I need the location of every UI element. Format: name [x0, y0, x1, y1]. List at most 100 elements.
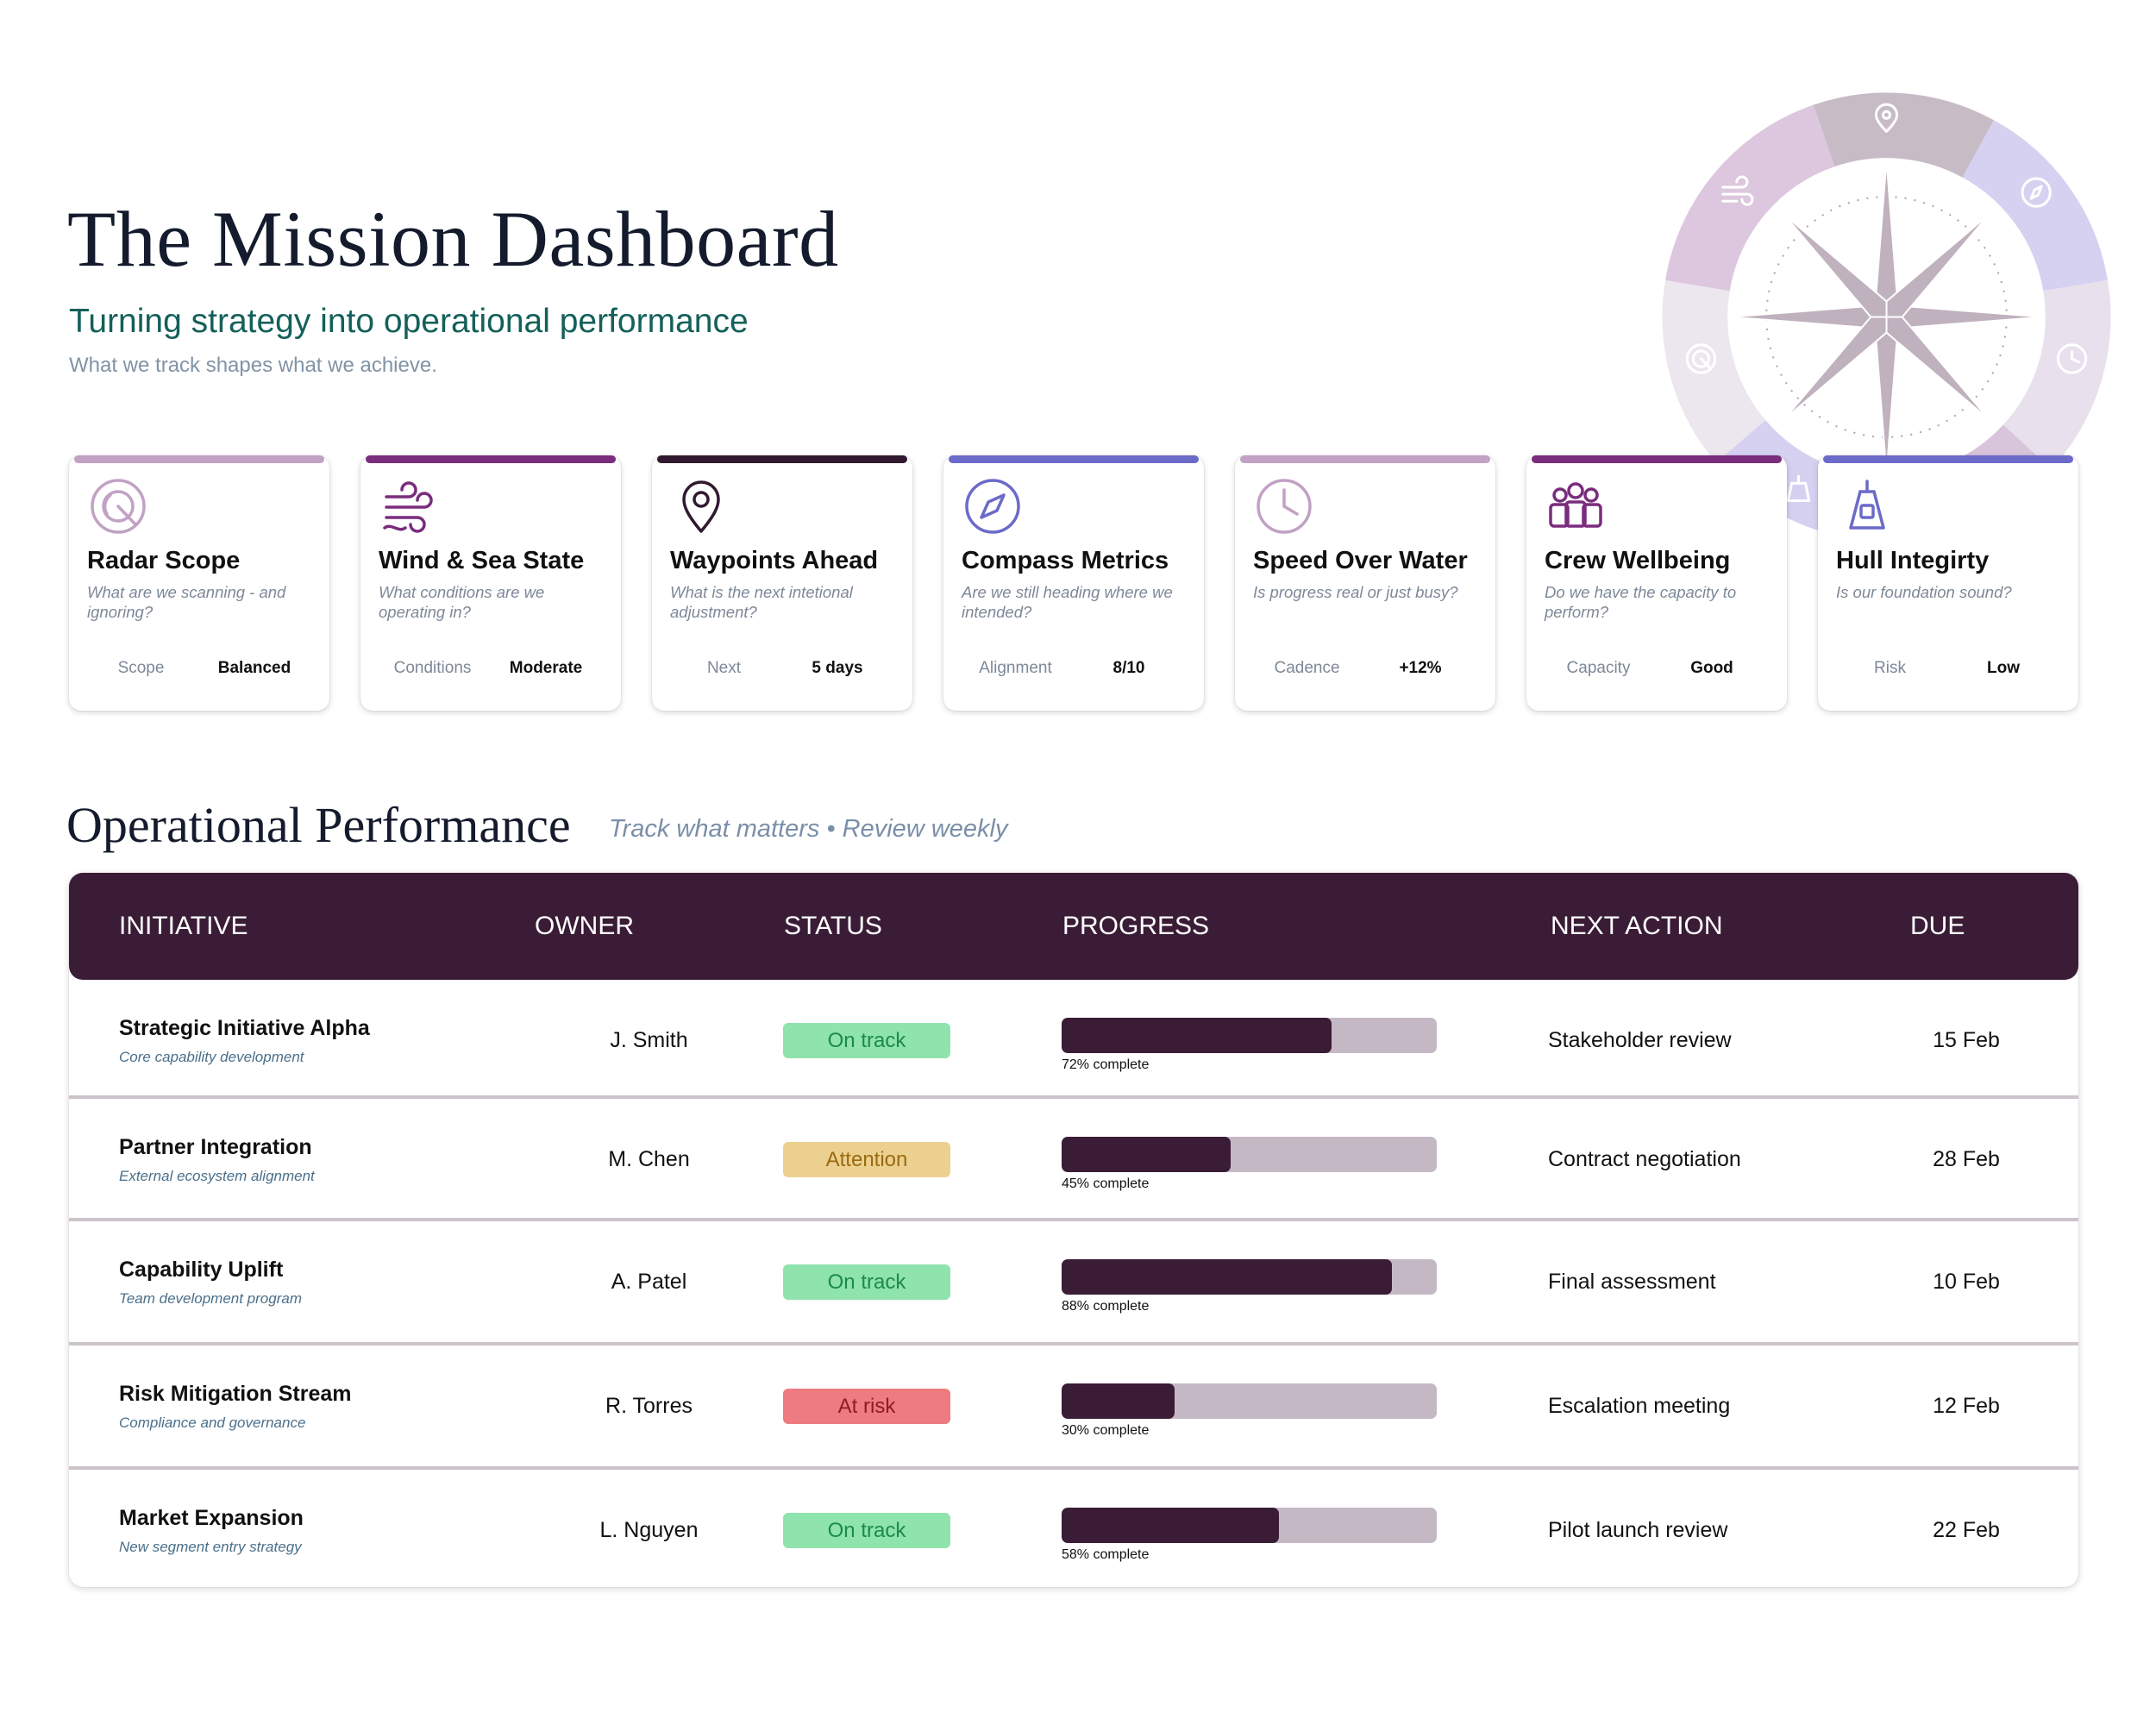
page-subtitle: Turning strategy into operational perfor… [69, 303, 749, 340]
card-wind-sea-state[interactable]: Wind & Sea State What conditions are we … [360, 455, 621, 711]
due-date: 28 Feb [1933, 1147, 2000, 1171]
row-divider [69, 1095, 2078, 1099]
next-action: Final assessment [1548, 1270, 1716, 1294]
next-action: Escalation meeting [1548, 1394, 1731, 1418]
progress-bar [1062, 1137, 1437, 1172]
progress-label: 88% complete [1062, 1299, 1150, 1314]
card-metric-value: Moderate [509, 659, 583, 677]
card-accent-bar [949, 455, 1199, 463]
crew-icon [1545, 476, 1606, 536]
card-metric-label: Conditions [393, 659, 472, 677]
card-metric-value: 8/10 [1112, 659, 1145, 677]
compass-star [1729, 160, 2044, 474]
clock-icon [2056, 343, 2088, 374]
card-question: Do we have the capacity to perform? [1545, 583, 1737, 621]
initiative-name: Strategic Initiative Alpha [119, 1016, 370, 1040]
row-divider [69, 1218, 2078, 1221]
card-title: Crew Wellbeing [1545, 547, 1731, 574]
card-metric-label: Next [706, 659, 742, 677]
card-crew-wellbeing[interactable]: Crew Wellbeing Do we have the capacity t… [1526, 455, 1787, 711]
card-question: Are we still heading where we intended? [962, 583, 1173, 621]
page-tagline: What we track shapes what we achieve. [69, 354, 437, 377]
card-hull-integrity[interactable]: Hull Integirty Is our foundation sound? … [1818, 455, 2078, 711]
card-title: Hull Integirty [1836, 547, 1990, 574]
column-header-due[interactable]: DUE [1910, 912, 1965, 940]
performance-table: INITIATIVE OWNER STATUS PROGRESS NEXT AC… [69, 873, 2078, 1587]
progress-bar [1062, 1018, 1437, 1053]
map-pin-icon [671, 476, 731, 536]
next-action: Stakeholder review [1548, 1028, 1732, 1052]
progress-label: 45% complete [1062, 1176, 1150, 1191]
column-header-progress[interactable]: PROGRESS [1062, 912, 1210, 940]
due-date: 12 Feb [1933, 1394, 2000, 1418]
owner-name: J. Smith [610, 1028, 688, 1052]
card-metric-value: Balanced [217, 659, 291, 677]
status-badge: Attention [783, 1142, 950, 1177]
card-title: Wind & Sea State [379, 547, 585, 574]
section-title: Operational Performance [66, 797, 571, 853]
ballast-icon [1786, 474, 1811, 503]
table-row[interactable]: Market Expansion New segment entry strat… [69, 1470, 2078, 1587]
card-radar-scope[interactable]: Radar Scope What are we scanning - and i… [69, 455, 329, 711]
table-row[interactable]: Partner Integration External ecosystem a… [69, 1099, 2078, 1221]
column-header-owner[interactable]: OWNER [535, 912, 634, 940]
row-divider [69, 1342, 2078, 1346]
card-metric-value: Low [1987, 659, 2020, 677]
progress-bar [1062, 1383, 1437, 1419]
progress-bar [1062, 1508, 1437, 1543]
progress-bar-fill [1062, 1508, 1280, 1543]
initiative-description: New segment entry strategy [119, 1539, 302, 1555]
card-speed-over-water[interactable]: Speed Over Water Is progress real or jus… [1235, 455, 1495, 711]
page-title: The Mission Dashboard [67, 195, 839, 283]
next-action: Pilot launch review [1548, 1518, 1728, 1542]
card-accent-bar [74, 455, 324, 463]
initiative-description: Team development program [119, 1290, 302, 1307]
progress-bar-fill [1062, 1259, 1392, 1295]
due-date: 15 Feb [1933, 1028, 2000, 1052]
card-question: What is the next intetional adjustment? [670, 583, 853, 621]
initiative-name: Market Expansion [119, 1506, 304, 1530]
card-accent-bar [1532, 455, 1782, 463]
status-badge: On track [783, 1023, 950, 1058]
card-title: Compass Metrics [962, 547, 1169, 574]
owner-name: L. Nguyen [599, 1518, 699, 1542]
row-divider [69, 1466, 2078, 1470]
column-header-next-action[interactable]: NEXT ACTION [1551, 912, 1723, 940]
initiative-name: Risk Mitigation Stream [119, 1382, 352, 1406]
initiative-description: External ecosystem alignment [119, 1168, 315, 1184]
progress-bar [1062, 1259, 1437, 1295]
metric-cards: Radar Scope What are we scanning - and i… [69, 455, 2078, 712]
card-metric-label: Risk [1874, 659, 1906, 677]
initiative-name: Partner Integration [119, 1135, 312, 1159]
status-badge: On track [783, 1264, 950, 1300]
compass-rose-decoration [1660, 91, 2113, 543]
status-badge: At risk [783, 1389, 950, 1424]
section-note: Track what matters • Review weekly [609, 815, 1008, 843]
card-question: What conditions are we operating in? [379, 583, 545, 621]
clock-icon [1254, 476, 1314, 536]
owner-name: A. Patel [611, 1270, 687, 1294]
due-date: 22 Feb [1933, 1518, 2000, 1542]
card-waypoints-ahead[interactable]: Waypoints Ahead What is the next intetio… [652, 455, 912, 711]
compass-rose-graphic [1662, 92, 2111, 538]
card-metric-label: Alignment [979, 659, 1052, 677]
card-accent-bar [1823, 455, 2073, 463]
table-row[interactable]: Risk Mitigation Stream Compliance and go… [69, 1346, 2078, 1470]
column-header-status[interactable]: STATUS [784, 912, 882, 940]
card-metric-label: Cadence [1274, 659, 1340, 677]
table-row[interactable]: Strategic Initiative Alpha Core capabili… [69, 980, 2078, 1099]
progress-bar-fill [1062, 1137, 1231, 1172]
card-accent-bar [366, 455, 616, 463]
progress-bar-fill [1062, 1018, 1332, 1053]
card-title: Waypoints Ahead [670, 547, 879, 574]
card-metric-label: Capacity [1566, 659, 1631, 677]
table-row[interactable]: Capability Uplift Team development progr… [69, 1221, 2078, 1346]
table-header: INITIATIVE OWNER STATUS PROGRESS NEXT AC… [69, 873, 2078, 980]
column-header-initiative[interactable]: INITIATIVE [119, 912, 248, 940]
card-compass-metrics[interactable]: Compass Metrics Are we still heading whe… [943, 455, 1204, 711]
due-date: 10 Feb [1933, 1270, 2000, 1294]
card-title: Radar Scope [87, 547, 241, 574]
next-action: Contract negotiation [1548, 1147, 1741, 1171]
progress-bar-fill [1062, 1383, 1175, 1419]
progress-label: 72% complete [1062, 1057, 1150, 1072]
